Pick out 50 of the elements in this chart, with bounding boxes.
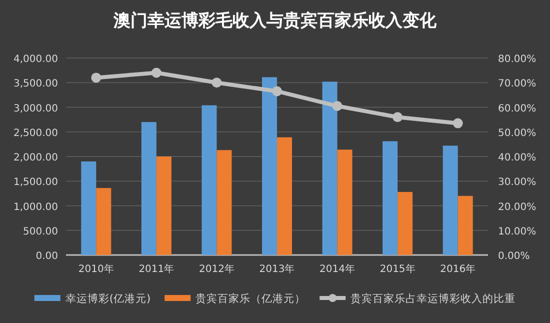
point: [332, 101, 342, 112]
y-tick-label: 3,500.00: [13, 78, 58, 90]
bar: [141, 122, 156, 255]
bar: [277, 137, 292, 255]
point: [91, 72, 102, 83]
y2-tick-label: 80.00%: [498, 54, 536, 65]
y2-tick-label: 60.00%: [498, 103, 536, 114]
bar: [262, 77, 277, 255]
y2-tick-label: 0.00%: [498, 251, 530, 262]
y2-tick-label: 70.00%: [498, 78, 536, 90]
legend-label: 贵宾百家乐占幸运博彩收入的比重: [350, 292, 516, 305]
legend-label: 贵宾百家乐（亿港元）: [196, 292, 306, 305]
y2-tick-label: 30.00%: [498, 177, 536, 188]
bar: [322, 82, 338, 255]
bar: [202, 105, 217, 255]
bar: [398, 192, 413, 255]
y2-tick-label: 50.00%: [498, 128, 536, 139]
point: [452, 118, 463, 128]
x-tick-label: 2013年: [259, 263, 295, 275]
chart-title: 澳门幸运博彩毛收入与贵宾百家乐收入变化: [112, 11, 438, 31]
bar: [156, 156, 172, 255]
bar: [337, 150, 352, 255]
y2-tick-label: 20.00%: [498, 202, 536, 213]
y-tick-label: 4,000.00: [13, 54, 58, 65]
bar: [442, 146, 458, 255]
legend-label: 幸运博彩(亿港元): [65, 292, 151, 305]
bar: [81, 161, 96, 255]
x-tick-label: 2014年: [320, 263, 356, 275]
point: [272, 86, 282, 96]
y2-tick-label: 40.00%: [498, 152, 536, 164]
x-tick-label: 2012年: [198, 263, 234, 275]
point: [212, 78, 222, 88]
y-tick-label: 2,000.00: [13, 152, 58, 164]
y-tick-label: 0.00: [36, 251, 58, 262]
y2-tick-label: 10.00%: [498, 226, 536, 238]
y-tick-label: 1,000.00: [13, 202, 58, 213]
x-tick-label: 2016年: [440, 263, 476, 275]
x-tick-label: 2015年: [380, 263, 416, 275]
y-tick-label: 1,500.00: [13, 177, 58, 188]
bar: [216, 150, 232, 255]
y-tick-label: 3,000.00: [13, 103, 58, 114]
point: [151, 68, 162, 78]
point: [392, 112, 403, 122]
bar: [382, 141, 398, 255]
bar: [458, 196, 473, 255]
x-tick-label: 2010年: [78, 263, 114, 275]
y-tick-label: 500.00: [23, 226, 58, 238]
y-tick-label: 2,500.00: [13, 128, 58, 139]
x-tick-label: 2011年: [138, 263, 174, 275]
bar: [96, 188, 112, 255]
